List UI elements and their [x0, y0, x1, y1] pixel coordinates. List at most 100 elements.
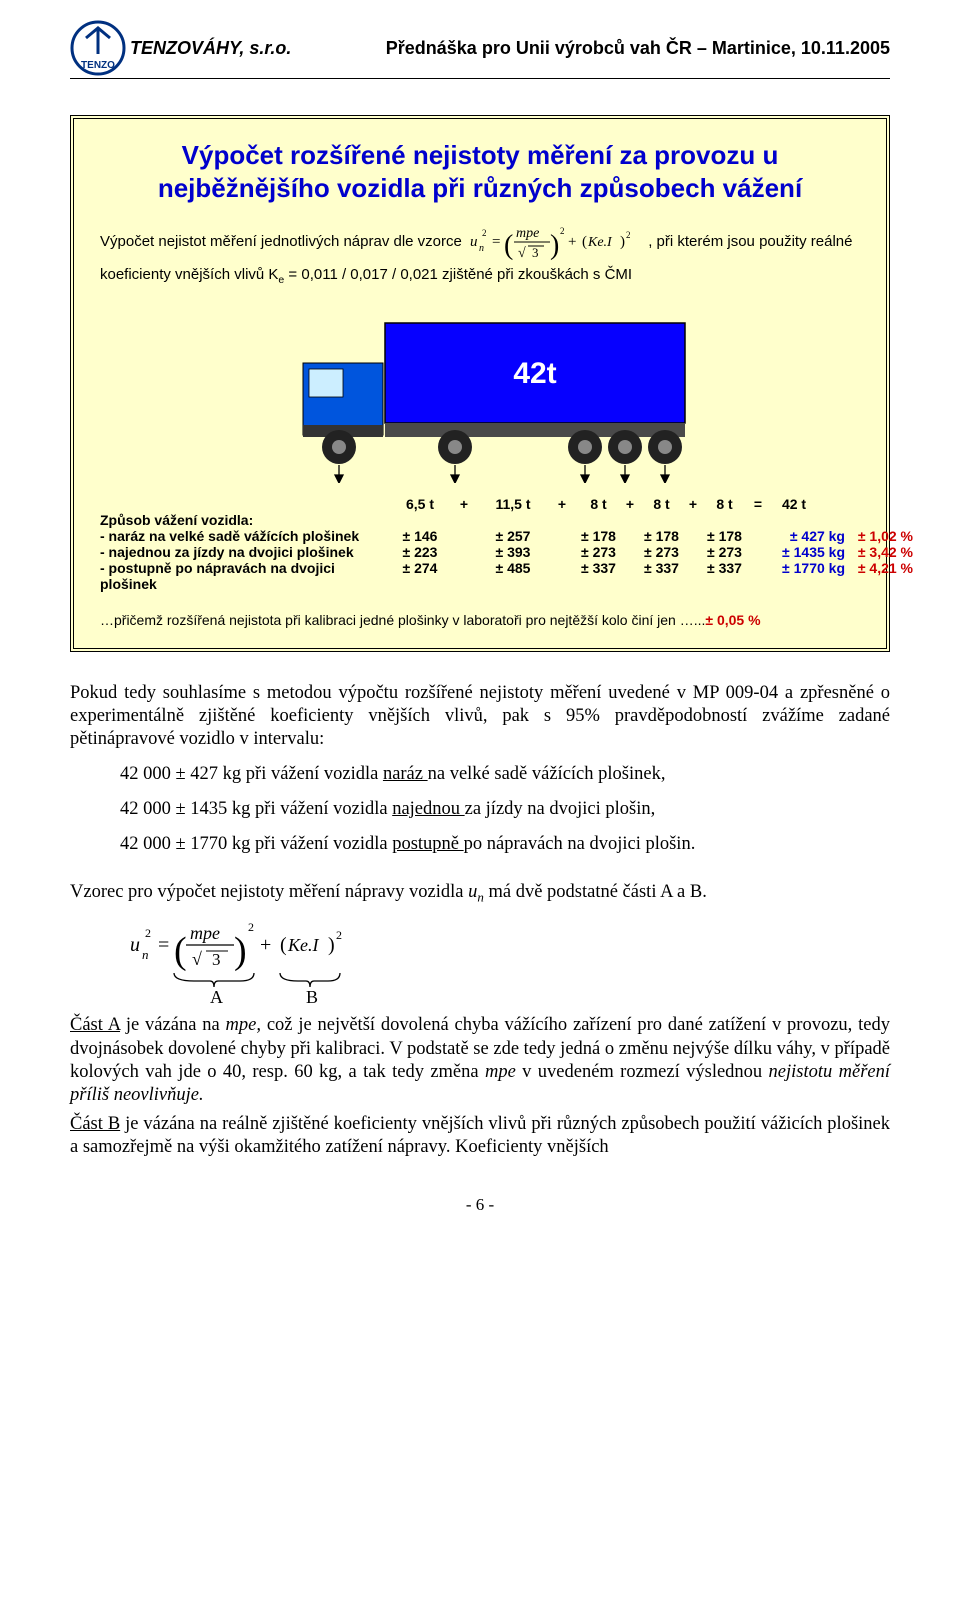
svg-text:): )	[550, 230, 559, 261]
svg-text:n: n	[142, 947, 149, 962]
pct: ± 1,02 %	[845, 528, 913, 544]
footnote-text: …přičemž rozšířená nejistota při kalibra…	[100, 612, 705, 628]
cell: ± 393	[478, 544, 548, 560]
svg-text:2: 2	[248, 920, 254, 934]
hc: +	[684, 496, 702, 512]
interval-list: 42 000 ± 427 kg při vážení vozidla naráz…	[120, 757, 890, 862]
svg-text:Ke.I: Ke.I	[587, 235, 613, 250]
truck-diagram: 42t	[100, 313, 860, 488]
cell: ± 273	[702, 544, 747, 560]
weighing-table: 6,5 t + 11,5 t + 8 t + 8 t + 8 t = 42 t …	[100, 496, 860, 592]
svg-text:2: 2	[145, 926, 151, 940]
pct: ± 3,42 %	[845, 544, 913, 560]
slide: Výpočet rozšířené nejistoty měření za pr…	[70, 115, 890, 652]
cell: ± 337	[639, 560, 684, 576]
hc: =	[747, 496, 769, 512]
hc: +	[548, 496, 576, 512]
lecture-title: Přednáška pro Unii výrobců vah ČR – Mart…	[386, 38, 890, 59]
tenzo-logo: TENZO	[70, 20, 126, 76]
cell: ± 337	[576, 560, 621, 576]
slide-footnote: …přičemž rozšířená nejistota při kalibra…	[100, 612, 860, 628]
svg-text:3: 3	[212, 950, 221, 969]
row-label: - postupně po nápravách na dvojici ploši…	[100, 560, 390, 592]
para-3: Část A je vázána na mpe, což je největší…	[70, 1014, 890, 1107]
kg: ± 427 kg	[769, 528, 845, 544]
hc: 8 t	[702, 496, 747, 512]
svg-text:Ke.I: Ke.I	[287, 935, 319, 955]
para-2: Vzorec pro výpočet nejistoty měření nápr…	[70, 881, 890, 906]
hc: 8 t	[576, 496, 621, 512]
page-header: TENZO TENZOVÁHY, s.r.o. Přednáška pro Un…	[70, 20, 890, 79]
hc: +	[450, 496, 478, 512]
table-header-row: 6,5 t + 11,5 t + 8 t + 8 t + 8 t = 42 t	[100, 496, 860, 512]
svg-text:+: +	[260, 934, 271, 956]
svg-text:√: √	[192, 949, 202, 969]
hc: 11,5 t	[478, 496, 548, 512]
formula-inline: u n 2 = ( mpe √ 3 ) 2 + ( Ke.I ) 2	[470, 220, 640, 264]
cell: ± 146	[390, 528, 450, 544]
svg-text:(: (	[582, 234, 587, 250]
table-row: - naráz na velké sadě vážících plošinek …	[100, 528, 860, 544]
svg-text:2: 2	[336, 928, 342, 942]
page-number: - 6 -	[70, 1195, 890, 1215]
svg-text:=: =	[158, 934, 169, 956]
svg-text:42t: 42t	[513, 357, 556, 390]
intro-pre: Výpočet nejistot měření jednotlivých náp…	[100, 233, 466, 250]
para-1: Pokud tedy souhlasíme s metodou výpočtu …	[70, 682, 890, 751]
svg-text:(: (	[174, 930, 187, 972]
svg-text:(: (	[504, 230, 513, 261]
kg: ± 1435 kg	[769, 544, 845, 560]
svg-text:mpe: mpe	[516, 226, 539, 241]
kg: ± 1770 kg	[769, 560, 845, 576]
para-4: Část B je vázána na reálně zjištěné koef…	[70, 1113, 890, 1159]
table-row: - postupně po nápravách na dvojici ploši…	[100, 560, 860, 592]
svg-text:): )	[234, 930, 247, 972]
slide-title: Výpočet rozšířené nejistoty měření za pr…	[100, 139, 860, 204]
svg-text:A: A	[210, 987, 223, 1005]
hc: 42 t	[769, 496, 819, 512]
svg-text:2: 2	[626, 230, 631, 240]
row-label: - naráz na velké sadě vážících plošinek	[100, 528, 390, 544]
svg-text:): )	[328, 934, 335, 956]
svg-text:TENZO: TENZO	[81, 60, 115, 71]
cell: ± 274	[390, 560, 450, 576]
list-item: 42 000 ± 427 kg při vážení vozidla naráz…	[120, 757, 890, 792]
svg-text:2: 2	[560, 226, 565, 236]
cell: ± 337	[702, 560, 747, 576]
method-label: Způsob vážení vozidla:	[100, 512, 390, 528]
footnote-val: ± 0,05 %	[705, 612, 760, 628]
svg-text:u: u	[130, 934, 140, 956]
svg-text:): )	[620, 234, 625, 250]
cell: ± 178	[576, 528, 621, 544]
cell: ± 178	[702, 528, 747, 544]
svg-text:B: B	[306, 987, 318, 1005]
cell: ± 273	[639, 544, 684, 560]
row-label: - najednou za jízdy na dvojici plošinek	[100, 544, 390, 560]
svg-text:√: √	[518, 246, 526, 261]
cell: ± 223	[390, 544, 450, 560]
svg-text:+: +	[568, 234, 576, 250]
slide-intro: Výpočet nejistot měření jednotlivých náp…	[100, 220, 860, 289]
svg-text:2: 2	[482, 228, 487, 238]
company-name: TENZOVÁHY, s.r.o.	[130, 38, 291, 59]
hc: +	[621, 496, 639, 512]
svg-text:mpe: mpe	[190, 923, 220, 943]
cell: ± 257	[478, 528, 548, 544]
list-item: 42 000 ± 1770 kg při vážení vozidla post…	[120, 827, 890, 862]
hc: 8 t	[639, 496, 684, 512]
svg-text:(: (	[280, 934, 287, 956]
table-row: - najednou za jízdy na dvojici plošinek …	[100, 544, 860, 560]
svg-text:3: 3	[532, 245, 539, 260]
pct: ± 4,21 %	[845, 560, 913, 576]
cell: ± 485	[478, 560, 548, 576]
svg-text:=: =	[492, 234, 500, 250]
hc: 6,5 t	[390, 496, 450, 512]
list-item: 42 000 ± 1435 kg při vážení vozidla naje…	[120, 792, 890, 827]
svg-text:u: u	[470, 234, 478, 250]
intro-k: = 0,011 / 0,017 / 0,021 zjištěné při zko…	[284, 266, 632, 283]
cell: ± 273	[576, 544, 621, 560]
cell: ± 178	[639, 528, 684, 544]
method-label-row: Způsob vážení vozidla:	[100, 512, 860, 528]
svg-text:n: n	[479, 243, 484, 254]
formula-block: u 2 n = ( mpe √ 3 ) 2 + ( Ke.I ) 2 A B	[130, 915, 890, 1010]
